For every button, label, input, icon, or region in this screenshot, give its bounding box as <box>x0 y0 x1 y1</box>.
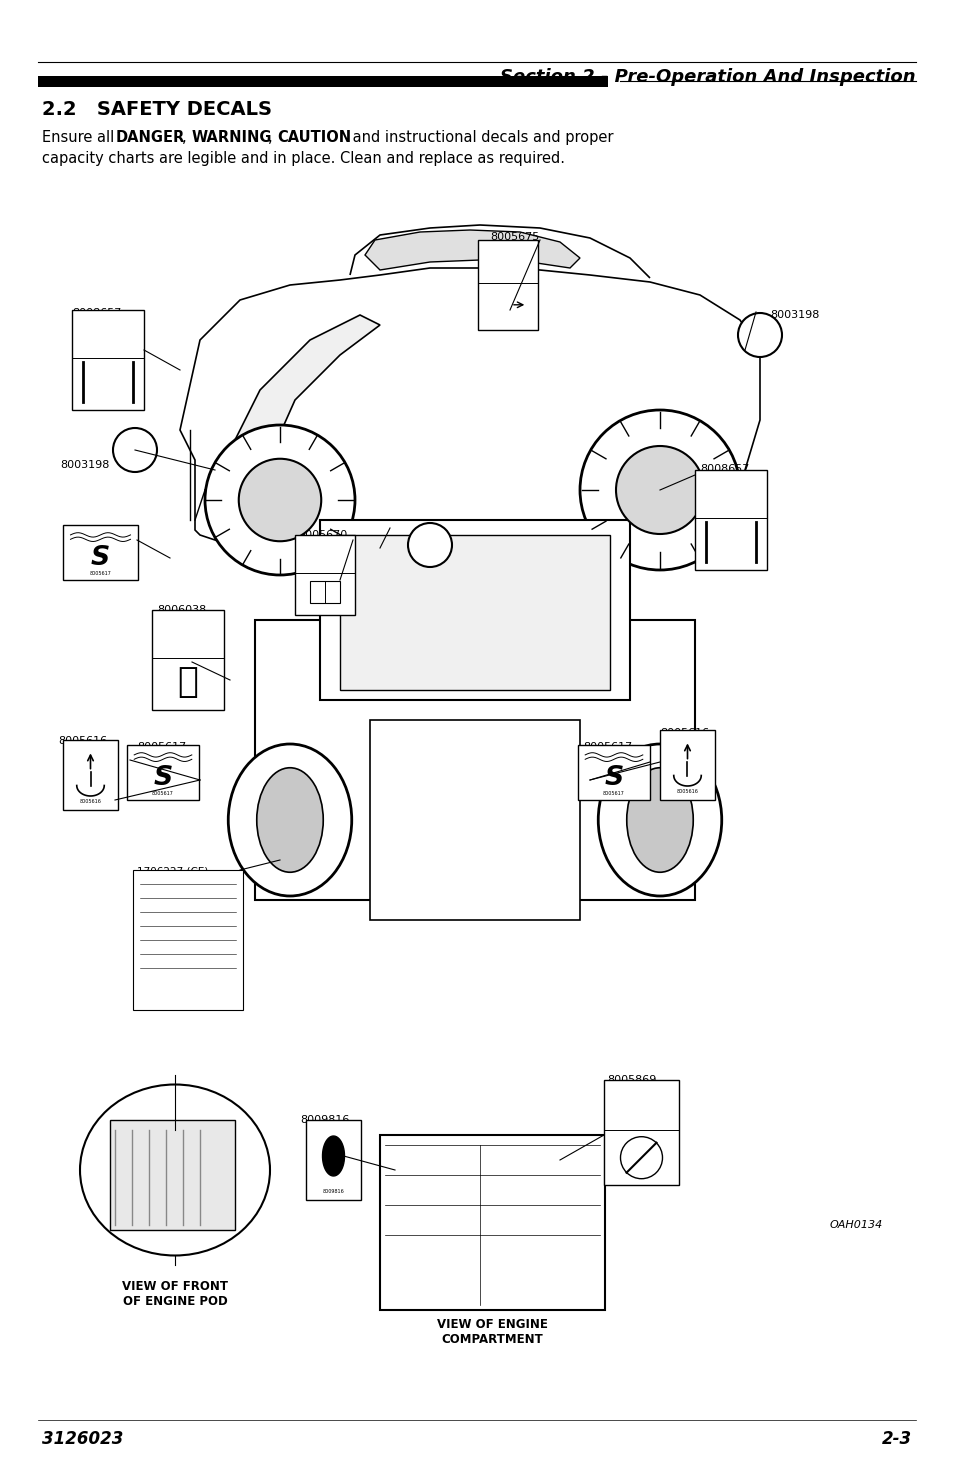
Bar <box>477 240 537 330</box>
Text: 8009816: 8009816 <box>322 1189 344 1193</box>
Text: 8005670: 8005670 <box>297 530 347 540</box>
Text: WARNING: WARNING <box>191 130 272 145</box>
Text: 8005617: 8005617 <box>582 742 632 752</box>
Bar <box>578 745 649 799</box>
Text: 8008657: 8008657 <box>71 308 121 319</box>
Text: S: S <box>91 544 110 571</box>
Bar <box>152 611 224 709</box>
Text: and instructional decals and proper: and instructional decals and proper <box>348 130 614 145</box>
Text: 8005617: 8005617 <box>602 791 624 795</box>
Polygon shape <box>624 1086 658 1115</box>
Text: 8003198: 8003198 <box>435 558 484 568</box>
Circle shape <box>112 428 157 472</box>
Text: 8008657: 8008657 <box>700 465 749 473</box>
Circle shape <box>619 1137 661 1179</box>
Text: Ensure all: Ensure all <box>42 130 119 145</box>
Text: !: ! <box>182 621 193 646</box>
Text: 2-3: 2-3 <box>881 1429 911 1448</box>
Polygon shape <box>205 316 379 490</box>
Circle shape <box>104 369 112 376</box>
Text: 1706227 (CE): 1706227 (CE) <box>137 866 208 876</box>
Bar <box>306 1120 360 1201</box>
Text: ,: , <box>182 130 192 145</box>
Text: 8009816: 8009816 <box>299 1115 349 1125</box>
Text: 8003198: 8003198 <box>769 310 819 320</box>
Text: !: ! <box>102 322 113 345</box>
Bar <box>603 1080 679 1184</box>
Circle shape <box>496 292 501 298</box>
Text: 8005616: 8005616 <box>79 799 101 804</box>
Circle shape <box>579 410 740 569</box>
Text: 3126023: 3126023 <box>42 1429 123 1448</box>
Ellipse shape <box>80 1084 270 1255</box>
Bar <box>319 521 629 701</box>
Text: VIEW OF FRONT
OF ENGINE POD: VIEW OF FRONT OF ENGINE POD <box>122 1280 228 1308</box>
Polygon shape <box>716 478 744 503</box>
Text: 8005616: 8005616 <box>58 736 107 746</box>
Circle shape <box>738 313 781 357</box>
Bar <box>294 535 355 615</box>
Ellipse shape <box>626 768 693 872</box>
Text: 8005617: 8005617 <box>152 791 173 795</box>
Bar <box>63 740 118 810</box>
Text: 8005869: 8005869 <box>606 1075 656 1086</box>
Polygon shape <box>494 246 521 270</box>
Text: 8005617: 8005617 <box>137 742 186 752</box>
Polygon shape <box>365 230 579 270</box>
Bar <box>310 581 339 603</box>
Text: 8005617: 8005617 <box>90 571 112 575</box>
Text: OAH0134: OAH0134 <box>829 1220 882 1230</box>
Bar <box>132 870 243 1010</box>
Bar <box>71 310 144 410</box>
Text: 8005675: 8005675 <box>490 232 538 242</box>
Polygon shape <box>180 268 760 549</box>
Circle shape <box>205 425 355 575</box>
Text: !: ! <box>724 481 736 506</box>
Ellipse shape <box>598 743 721 895</box>
Polygon shape <box>93 317 122 342</box>
Circle shape <box>616 445 703 534</box>
Bar <box>659 730 714 799</box>
Text: S: S <box>153 766 172 791</box>
Bar <box>370 720 579 920</box>
Bar <box>379 1134 604 1310</box>
Bar <box>63 525 138 580</box>
Circle shape <box>238 459 321 541</box>
Text: 8006038: 8006038 <box>157 605 206 615</box>
Bar <box>38 77 607 87</box>
Text: 8005616: 8005616 <box>676 789 698 795</box>
Text: VIEW OF ENGINE
COMPARTMENT: VIEW OF ENGINE COMPARTMENT <box>436 1319 547 1347</box>
Bar <box>254 620 695 900</box>
Text: !: ! <box>320 544 329 563</box>
Text: 8005617: 8005617 <box>71 527 121 537</box>
Text: 1001102513 (AUS): 1001102513 (AUS) <box>137 881 235 889</box>
Text: !: ! <box>502 251 513 271</box>
Polygon shape <box>173 618 202 642</box>
Text: !: ! <box>635 1090 647 1118</box>
Bar <box>127 745 199 799</box>
Ellipse shape <box>256 768 323 872</box>
Text: capacity charts are legible and in place. Clean and replace as required.: capacity charts are legible and in place… <box>42 150 564 167</box>
Text: 8003198: 8003198 <box>60 460 110 471</box>
Ellipse shape <box>228 743 352 895</box>
Circle shape <box>726 528 734 535</box>
Text: ,: , <box>268 130 277 145</box>
Text: CAUTION: CAUTION <box>277 130 351 145</box>
Text: DANGER: DANGER <box>115 130 185 145</box>
Text: S: S <box>604 766 623 791</box>
Text: 8005616: 8005616 <box>659 729 708 738</box>
Bar <box>110 1120 234 1230</box>
Bar <box>695 471 766 569</box>
Text: 🏃: 🏃 <box>177 665 198 699</box>
Text: 2.2   SAFETY DECALS: 2.2 SAFETY DECALS <box>42 100 272 119</box>
Polygon shape <box>322 1136 344 1176</box>
Circle shape <box>408 524 452 566</box>
Text: Section 2 - Pre-Operation And Inspection: Section 2 - Pre-Operation And Inspection <box>500 68 915 86</box>
Bar <box>339 535 609 690</box>
Polygon shape <box>313 540 336 560</box>
